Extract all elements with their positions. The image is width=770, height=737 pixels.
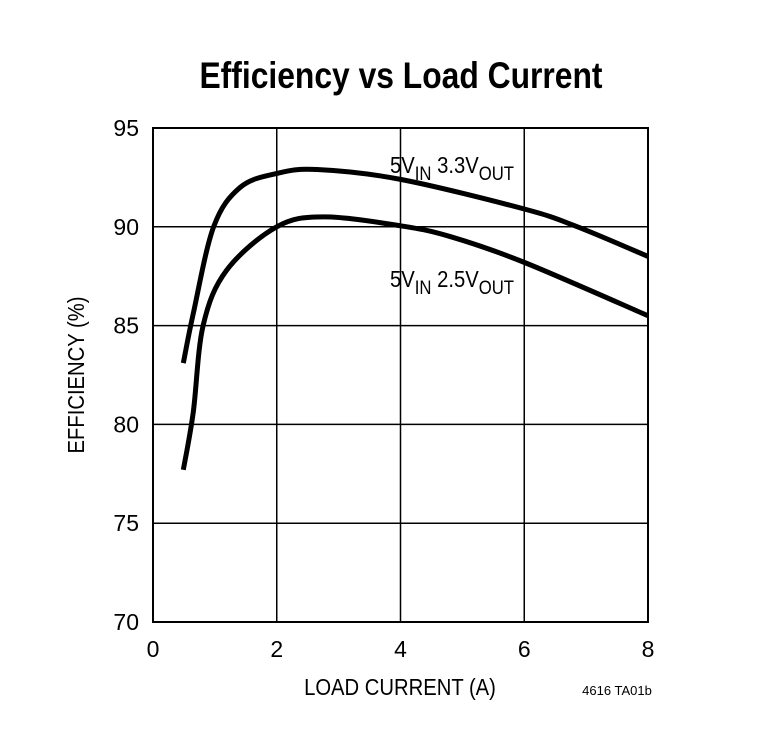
series-line-0 [180,166,649,364]
series-lines [180,166,649,471]
x-tick-label: 0 [147,636,160,662]
chart-title: Efficiency vs Load Current [199,56,603,97]
x-tick-label: 6 [518,636,531,662]
y-tick-label: 95 [113,115,139,141]
footnote: 4616 TA01b [582,683,652,698]
grid [152,127,649,623]
y-tick-label: 70 [113,609,139,635]
series-label-2v5: 5VIN 2.5VOUT [390,266,514,298]
series-line-1 [180,214,649,471]
plot-frame [152,127,649,623]
x-axis-label: LOAD CURRENT (A) [304,674,496,701]
y-tick-label: 80 [113,411,139,437]
y-tick-label: 90 [113,214,139,240]
x-tick-label: 8 [642,636,655,662]
series-label-3v3: 5VIN 3.3VOUT [390,152,514,184]
y-axis-label: EFFICIENCY (%) [63,296,90,453]
y-tick-label: 85 [113,313,139,339]
y-tick-label: 75 [113,510,139,536]
tick-labels: 0 2 4 6 8 70 75 80 85 90 95 [113,115,654,662]
x-tick-label: 4 [394,636,407,662]
x-tick-label: 2 [270,636,283,662]
